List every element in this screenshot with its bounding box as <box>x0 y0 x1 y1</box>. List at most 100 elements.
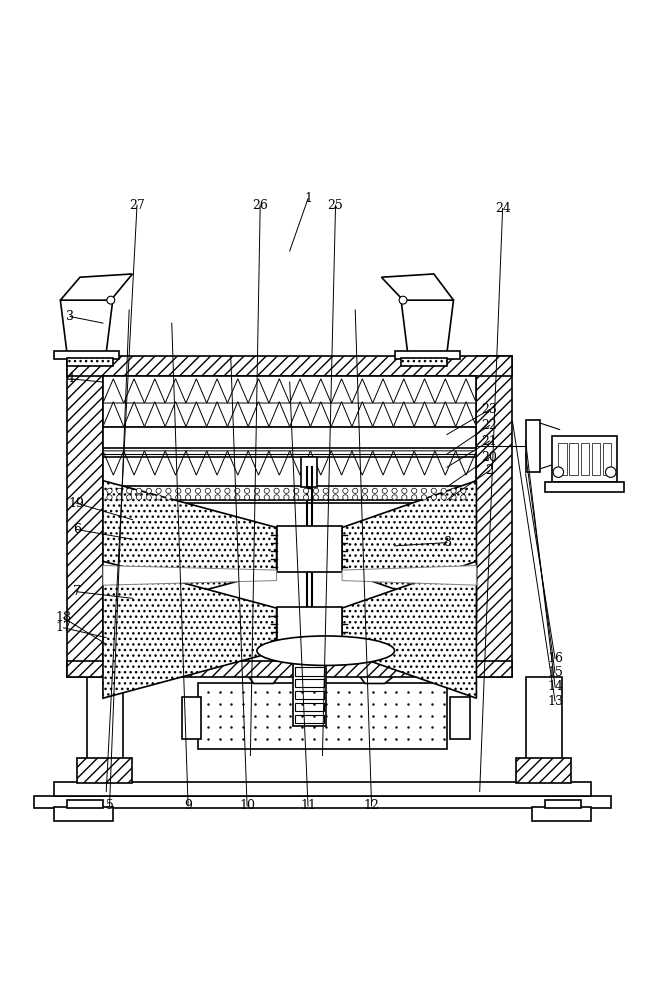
Bar <box>67 800 103 808</box>
Polygon shape <box>393 379 414 403</box>
Circle shape <box>441 488 446 493</box>
Circle shape <box>136 488 141 493</box>
Bar <box>77 758 132 783</box>
Polygon shape <box>165 379 186 403</box>
Polygon shape <box>355 670 401 683</box>
Circle shape <box>116 495 122 500</box>
Circle shape <box>402 495 407 500</box>
Polygon shape <box>342 561 476 698</box>
Circle shape <box>333 495 338 500</box>
Circle shape <box>461 495 466 500</box>
Circle shape <box>116 488 122 493</box>
Bar <box>301 457 317 487</box>
Polygon shape <box>342 566 476 585</box>
Polygon shape <box>124 402 145 427</box>
Bar <box>295 715 324 723</box>
Circle shape <box>392 495 397 500</box>
Text: 11: 11 <box>300 799 316 812</box>
Polygon shape <box>290 379 311 403</box>
Polygon shape <box>372 402 393 427</box>
Polygon shape <box>186 402 207 427</box>
Bar <box>559 443 567 475</box>
Polygon shape <box>165 402 186 427</box>
Circle shape <box>323 488 328 493</box>
Circle shape <box>274 495 279 500</box>
Circle shape <box>235 488 240 493</box>
Bar <box>450 697 470 739</box>
Circle shape <box>215 495 220 500</box>
Circle shape <box>166 488 171 493</box>
Circle shape <box>353 488 358 493</box>
Bar <box>569 443 578 475</box>
Bar <box>516 758 571 783</box>
Polygon shape <box>207 379 228 403</box>
Bar <box>34 796 611 808</box>
Bar <box>580 443 589 475</box>
Polygon shape <box>311 402 331 427</box>
Polygon shape <box>248 451 269 475</box>
Text: 9: 9 <box>184 799 192 812</box>
Polygon shape <box>382 274 453 300</box>
Circle shape <box>402 488 407 493</box>
Polygon shape <box>401 300 453 353</box>
Bar <box>293 661 326 726</box>
Polygon shape <box>124 451 145 475</box>
Circle shape <box>605 467 616 477</box>
Bar <box>295 667 324 676</box>
Polygon shape <box>186 379 207 403</box>
Circle shape <box>195 488 201 493</box>
Circle shape <box>225 488 230 493</box>
Circle shape <box>372 488 378 493</box>
Text: 20: 20 <box>482 451 497 464</box>
Polygon shape <box>414 451 435 475</box>
Polygon shape <box>145 451 165 475</box>
Circle shape <box>343 495 348 500</box>
Bar <box>532 807 591 821</box>
Text: 22: 22 <box>482 419 497 432</box>
Bar <box>295 679 324 687</box>
Polygon shape <box>269 379 290 403</box>
Text: 3: 3 <box>66 310 74 323</box>
Polygon shape <box>311 379 331 403</box>
Polygon shape <box>61 300 113 353</box>
Text: 16: 16 <box>547 652 563 665</box>
Bar <box>276 607 342 653</box>
Circle shape <box>156 488 161 493</box>
Text: 5: 5 <box>105 799 113 812</box>
Circle shape <box>107 495 112 500</box>
Polygon shape <box>311 451 331 475</box>
Bar <box>545 482 624 492</box>
Polygon shape <box>290 451 311 475</box>
Bar <box>401 358 447 366</box>
Circle shape <box>156 495 161 500</box>
Polygon shape <box>269 402 290 427</box>
Circle shape <box>313 488 318 493</box>
Circle shape <box>225 495 230 500</box>
Polygon shape <box>228 451 248 475</box>
Circle shape <box>126 488 132 493</box>
Circle shape <box>411 488 417 493</box>
Polygon shape <box>103 379 124 403</box>
Bar <box>295 691 324 699</box>
Circle shape <box>186 495 191 500</box>
Circle shape <box>245 488 250 493</box>
Circle shape <box>205 495 211 500</box>
Bar <box>276 526 342 572</box>
Circle shape <box>136 495 141 500</box>
Bar <box>54 351 119 359</box>
Polygon shape <box>207 451 228 475</box>
Circle shape <box>363 488 368 493</box>
Polygon shape <box>342 481 476 618</box>
Text: 1: 1 <box>304 192 312 205</box>
Text: 7: 7 <box>73 585 81 598</box>
Circle shape <box>392 488 397 493</box>
Polygon shape <box>103 561 276 698</box>
Circle shape <box>411 495 417 500</box>
Polygon shape <box>124 379 145 403</box>
Circle shape <box>421 495 426 500</box>
Bar <box>592 443 600 475</box>
Circle shape <box>146 488 151 493</box>
Polygon shape <box>393 402 414 427</box>
Polygon shape <box>248 402 269 427</box>
Polygon shape <box>372 379 393 403</box>
